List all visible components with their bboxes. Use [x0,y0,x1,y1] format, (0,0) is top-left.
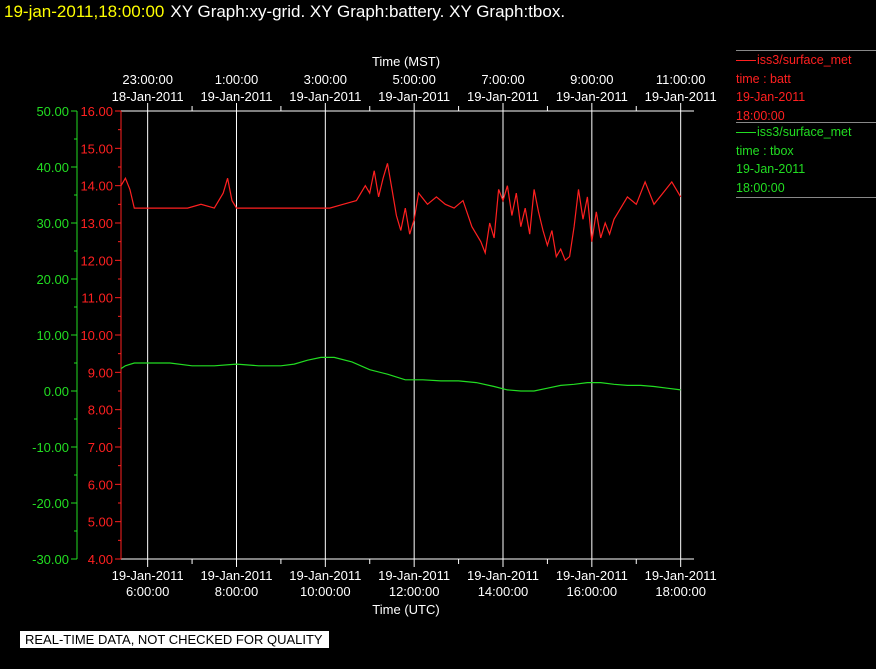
battery-axis-tick-label: 12.00 [80,253,113,268]
legend-time: 18:00:00 [736,108,785,123]
bottom-axis-label: Time (UTC) [372,602,439,617]
battery-voltage-line [120,163,682,262]
bottom-tick-date: 19-Jan-2011 [200,568,272,583]
legend-tbox: iss3/surface_met time : tbox 19-Jan-2011… [736,122,876,198]
battery-axis-tick-label: 9.00 [88,365,113,380]
legend-separator [736,197,876,198]
bottom-tick-date: 19-Jan-2011 [378,568,450,583]
legend-batt: iss3/surface_met time : batt 19-Jan-2011… [736,50,876,125]
top-tick-date: 18-Jan-2011 [112,89,184,104]
bottom-tick-date: 19-Jan-2011 [467,568,539,583]
bottom-tick-date: 19-Jan-2011 [112,568,184,583]
legend-station-name: iss3/surface_met [757,53,852,67]
tbox-temperature-line [120,356,681,392]
left-axis-tick-label: 50.00 [36,104,69,119]
tick-labels: 19-Jan-20116:00:0019-Jan-20118:00:0019-J… [32,72,717,599]
axes [71,103,694,567]
bottom-tick-date: 19-Jan-2011 [556,568,628,583]
legend-date: 19-Jan-2011 [736,90,806,104]
left-axis-tick-label: 20.00 [36,272,69,287]
vertical-grid [147,111,682,559]
legend-line-swatch [736,60,756,62]
header-graph-titles: XY Graph:xy-grid. XY Graph:battery. XY G… [170,2,566,21]
bottom-tick-time: 6:00:00 [126,584,169,599]
bottom-tick-time: 8:00:00 [215,584,258,599]
left-axis-tick-label: 10.00 [36,328,69,343]
battery-axis-tick-label: 13.00 [80,216,113,231]
battery-axis-tick-label: 7.00 [88,440,113,455]
top-axis-label: Time (MST) [372,54,440,69]
left-axis-tick-label: 0.00 [44,384,69,399]
top-tick-time: 5:00:00 [392,72,435,87]
legend-time: 18:00:00 [736,180,785,195]
top-tick-time: 1:00:00 [215,72,258,87]
left-axis-tick-label: -10.00 [32,440,69,455]
bottom-tick-time: 12:00:00 [389,584,440,599]
data-series [120,163,682,392]
legend-station: iss3/surface_met [736,123,876,142]
legend-line-swatch [736,132,756,134]
battery-axis-tick-label: 8.00 [88,403,113,418]
bottom-tick-time: 14:00:00 [478,584,529,599]
top-tick-date: 19-Jan-2011 [200,89,272,104]
top-tick-time: 23:00:00 [122,72,173,87]
legend-station: iss3/surface_met [736,51,876,70]
battery-axis-tick-label: 15.00 [80,141,113,156]
legend-separator [736,122,876,123]
legend-station-name: iss3/surface_met [757,125,852,139]
top-tick-time: 3:00:00 [304,72,347,87]
top-tick-time: 7:00:00 [481,72,524,87]
battery-axis-tick-label: 10.00 [80,328,113,343]
top-tick-date: 19-Jan-2011 [556,89,628,104]
bottom-tick-date: 19-Jan-2011 [645,568,717,583]
graph-header: 19-jan-2011,18:00:00 XY Graph:xy-grid. XY… [4,2,565,22]
battery-axis-tick-label: 14.00 [80,179,113,194]
top-tick-time: 9:00:00 [570,72,613,87]
legend-separator [736,50,876,51]
legend-date: 19-Jan-2011 [736,162,806,176]
bottom-tick-time: 18:00:00 [655,584,706,599]
battery-axis-tick-label: 4.00 [88,552,113,567]
top-tick-date: 19-Jan-2011 [467,89,539,104]
top-tick-date: 19-Jan-2011 [378,89,450,104]
battery-axis-tick-label: 16.00 [80,104,113,119]
bottom-tick-time: 10:00:00 [300,584,351,599]
legend-variable: time : batt [736,71,791,86]
top-tick-date: 19-Jan-2011 [289,89,361,104]
header-timestamp: 19-jan-2011,18:00:00 [4,2,165,21]
battery-axis-tick-label: 5.00 [88,515,113,530]
left-axis-tick-label: -30.00 [32,552,69,567]
left-axis-tick-label: 40.00 [36,160,69,175]
top-tick-time: 11:00:00 [656,72,706,87]
bottom-tick-date: 19-Jan-2011 [289,568,361,583]
left-axis-tick-label: -20.00 [32,496,69,511]
left-axis-tick-label: 30.00 [36,216,69,231]
legend-variable: time : tbox [736,143,794,158]
bottom-tick-time: 16:00:00 [567,584,618,599]
top-tick-date: 19-Jan-2011 [645,89,717,104]
battery-axis-tick-label: 6.00 [88,477,113,492]
battery-axis-tick-label: 11.00 [81,291,113,306]
quality-disclaimer: REAL-TIME DATA, NOT CHECKED FOR QUALITY [20,631,329,648]
